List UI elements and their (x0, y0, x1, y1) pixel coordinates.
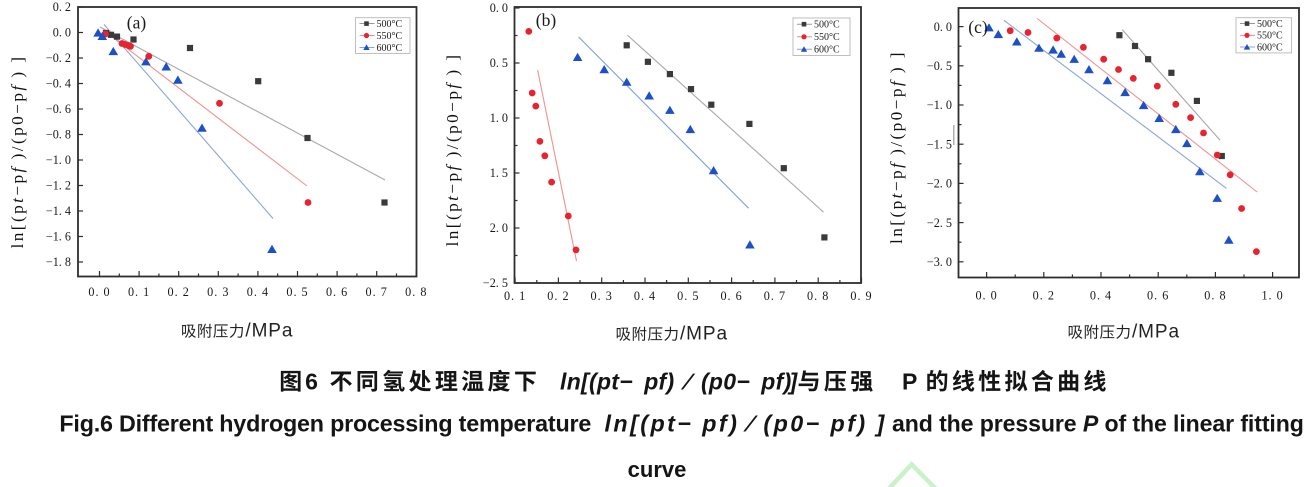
svg-text:/MPa: /MPa (680, 324, 728, 345)
svg-text:−1. 8: −1. 8 (46, 255, 71, 269)
svg-text:−0. 2: −0. 2 (46, 51, 71, 65)
svg-text:0. 1: 0. 1 (504, 289, 526, 303)
svg-text:−1. 0: −1. 0 (927, 98, 952, 112)
svg-text:−0. 8: −0. 8 (46, 128, 71, 142)
svg-text:550°C: 550°C (377, 31, 403, 42)
svg-text:1. 0: 1. 0 (490, 111, 508, 125)
svg-text:0. 0: 0. 0 (490, 1, 508, 15)
svg-text:0. 6: 0. 6 (326, 285, 348, 299)
svg-text:−1. 5: −1. 5 (927, 137, 952, 151)
svg-text:(c): (c) (968, 17, 988, 37)
svg-text:ln[(pt−pf )/(p0−pf ) ]: ln[(pt−pf )/(p0−pf ) ] (443, 53, 462, 247)
svg-text:0. 4: 0. 4 (247, 285, 269, 299)
svg-text:0. 9: 0. 9 (850, 289, 872, 303)
svg-text:500°C: 500°C (1257, 19, 1283, 30)
svg-text:−0. 6: −0. 6 (46, 102, 71, 116)
svg-text:0. 8: 0. 8 (807, 289, 829, 303)
svg-text:0. 2: 0. 2 (53, 0, 71, 14)
svg-text:0. 3: 0. 3 (207, 285, 229, 299)
svg-text:1. 5: 1. 5 (490, 166, 508, 180)
svg-text:ln[(pt− pf) ∕ (p0− pf): ln[(pt− pf) ∕ (p0− pf) (560, 369, 792, 395)
svg-text:curve: curve (628, 457, 687, 482)
svg-text:600°C: 600°C (1257, 42, 1283, 53)
svg-text:0. 2: 0. 2 (1033, 289, 1055, 303)
svg-text:−1. 6: −1. 6 (46, 230, 71, 244)
svg-text:ln[(pt−pf )/(p0−pf ) ]: ln[(pt−pf )/(p0−pf ) ] (8, 55, 27, 249)
svg-text:500°C: 500°C (814, 20, 840, 31)
svg-text:0. 0: 0. 0 (975, 289, 997, 303)
svg-text:−0. 5: −0. 5 (927, 59, 952, 73)
svg-text:−1. 4: −1. 4 (46, 204, 71, 218)
svg-text:2. 0: 2. 0 (490, 221, 508, 235)
svg-text:0. 4: 0. 4 (1090, 289, 1112, 303)
svg-text:ln[(pt−pf )/(p0−pf ) ]: ln[(pt−pf )/(p0−pf ) ] (887, 50, 906, 244)
svg-text:]: ] (788, 369, 799, 395)
svg-text:0. 8: 0. 8 (1204, 289, 1226, 303)
svg-text:−2. 5: −2. 5 (927, 216, 952, 230)
svg-text:(b): (b) (536, 10, 557, 30)
svg-text:0. 8: 0. 8 (405, 285, 427, 299)
svg-text:550°C: 550°C (1257, 31, 1283, 42)
svg-text:P: P (902, 369, 917, 395)
svg-text:550°C: 550°C (814, 32, 840, 43)
svg-text:0. 2: 0. 2 (547, 289, 569, 303)
svg-text:600°C: 600°C (377, 43, 403, 54)
svg-text:500°C: 500°C (377, 19, 403, 30)
svg-text:Fig.6 Different hydrogen proce: Fig.6 Different hydrogen processing temp… (59, 411, 591, 437)
svg-text:−3. 0: −3. 0 (927, 255, 952, 269)
svg-text:0. 6: 0. 6 (720, 289, 742, 303)
svg-text:0. 5: 0. 5 (677, 289, 699, 303)
svg-text:0. 7: 0. 7 (366, 285, 388, 299)
svg-text:−2. 0: −2. 0 (927, 177, 952, 191)
svg-text:0. 0: 0. 0 (88, 285, 110, 299)
svg-text:0. 5: 0. 5 (490, 56, 508, 70)
svg-text:ln[(pt− pf) ∕ (p0− pf) ]: ln[(pt− pf) ∕ (p0− pf) ] (605, 411, 887, 437)
svg-text:and the pressure P of the line: and the pressure P of the linear fitting (892, 411, 1304, 437)
svg-text:0. 7: 0. 7 (764, 289, 786, 303)
svg-text:/MPa: /MPa (245, 321, 293, 342)
svg-text:−0. 4: −0. 4 (46, 77, 71, 91)
svg-text:0. 6: 0. 6 (1147, 289, 1169, 303)
svg-text:600°C: 600°C (814, 45, 840, 56)
svg-text:(a): (a) (127, 13, 147, 33)
svg-text:0. 0: 0. 0 (934, 20, 952, 34)
svg-text:/MPa: /MPa (1132, 322, 1180, 343)
svg-text:0. 4: 0. 4 (634, 289, 656, 303)
svg-text:−1. 2: −1. 2 (46, 179, 71, 193)
svg-text:−1. 0: −1. 0 (46, 153, 71, 167)
svg-text:0. 2: 0. 2 (168, 285, 190, 299)
svg-text:0. 3: 0. 3 (591, 289, 613, 303)
svg-text:1. 0: 1. 0 (1261, 289, 1283, 303)
svg-text:0. 0: 0. 0 (53, 26, 71, 40)
svg-text:−2. 5: −2. 5 (483, 276, 508, 290)
svg-text:6: 6 (305, 369, 318, 395)
svg-text:0. 1: 0. 1 (128, 285, 150, 299)
svg-text:0. 5: 0. 5 (286, 285, 308, 299)
